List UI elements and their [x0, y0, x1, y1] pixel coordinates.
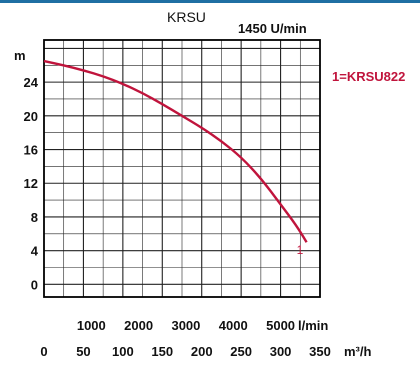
- x-top-tick-label: 3000: [171, 318, 200, 333]
- x-bottom-tick-label: 300: [270, 344, 292, 359]
- x-bottom-tick-label: 250: [230, 344, 252, 359]
- y-tick-label: 20: [24, 109, 38, 124]
- plot-frame: [43, 39, 321, 298]
- y-tick-label: 0: [31, 277, 38, 292]
- series-line-1: [43, 59, 308, 243]
- y-tick-labels: 0 4 8 12 16 20 24: [24, 75, 39, 292]
- y-tick-label: 12: [24, 176, 38, 191]
- chart-grid: [44, 40, 320, 297]
- x-bottom-tick-label: 50: [76, 344, 90, 359]
- x-bottom-tick-label: 200: [191, 344, 213, 359]
- y-tick-label: 24: [24, 75, 39, 90]
- series-1-label: 1: [297, 243, 304, 257]
- x-bottom-tick-label: 100: [112, 344, 134, 359]
- x-bottom-tick-label: 350: [309, 344, 331, 359]
- x-top-tick-label: 2000: [124, 318, 153, 333]
- x-top-tick-labels: 1000 2000 3000 4000 5000: [77, 318, 295, 333]
- x-top-unit-label: l/min: [298, 318, 328, 333]
- x-bottom-unit-label: m³/h: [344, 344, 372, 359]
- chart-subtitle: 1450 U/min: [238, 21, 307, 36]
- x-top-tick-label: 1000: [77, 318, 106, 333]
- top-accent-rule: [0, 0, 420, 3]
- y-tick-label: 4: [31, 244, 39, 259]
- y-axis-label: m: [14, 48, 26, 63]
- x-bottom-tick-label: 0: [40, 344, 47, 359]
- x-top-tick-label: 5000: [266, 318, 295, 333]
- x-bottom-tick-labels: 0 50 100 150 200 250 300 350: [40, 344, 330, 359]
- chart-title: KRSU: [167, 9, 206, 25]
- legend-label: 1=KRSU822: [332, 69, 405, 84]
- x-bottom-tick-label: 150: [151, 344, 173, 359]
- y-tick-label: 16: [24, 143, 38, 158]
- x-top-tick-label: 4000: [219, 318, 248, 333]
- y-tick-label: 8: [31, 210, 38, 225]
